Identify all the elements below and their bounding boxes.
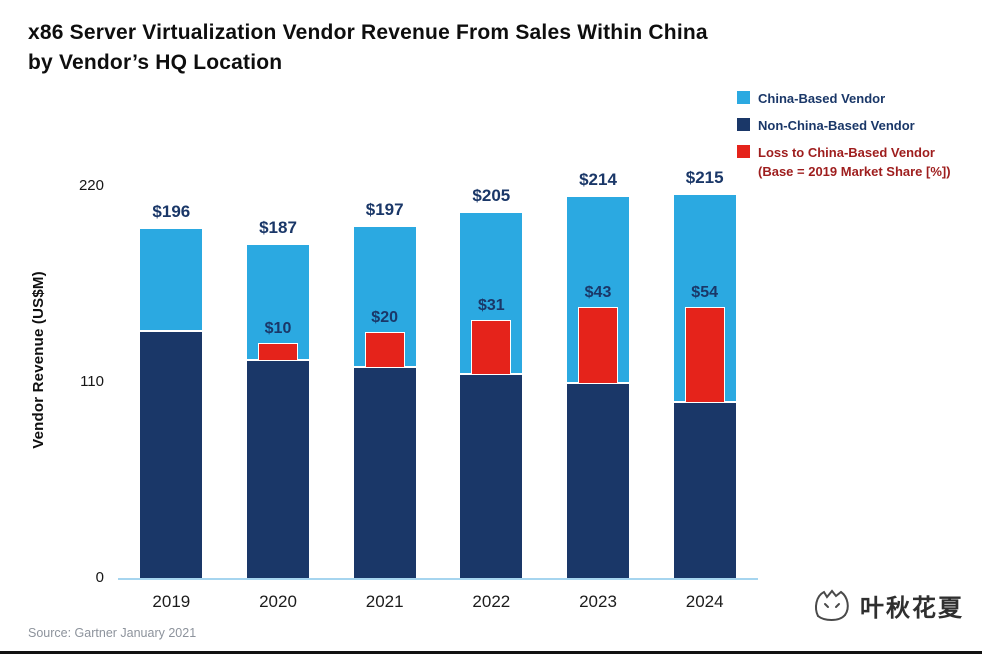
x-axis-label-2022: 2022 (472, 592, 511, 611)
x-axis: 2019 2020 2021 2022 2023 2024 (118, 592, 758, 616)
bar-segment-loss-2020 (258, 342, 298, 361)
chart-title-line1: x86 Server Virtualization Vendor Revenue… (28, 21, 708, 44)
total-value-label-2019: $196 (152, 201, 191, 221)
x-axis-label-2019: 2019 (152, 592, 191, 611)
legend-swatch-2 (737, 144, 750, 158)
legend: China-Based Vendor Non-China-Based Vendor… (737, 90, 951, 189)
legend-item-0: China-Based Vendor (737, 90, 951, 109)
total-value-label-2020: $187 (259, 217, 297, 237)
y-axis-tick-110: 110 (80, 373, 104, 390)
x-axis-label-2021: 2021 (365, 592, 404, 611)
y-axis-tick-220: 220 (78, 177, 104, 194)
total-value-label-2023: $214 (579, 169, 617, 189)
loss-value-label-2023: $43 (584, 284, 612, 302)
legend-label-0: China-Based Vendor (758, 90, 885, 109)
bar-segment-non-china-2024 (673, 403, 736, 578)
chart-title-line2: by Vendor’s HQ Location (28, 50, 283, 74)
bar-segment-china-2019 (140, 228, 203, 333)
legend-label-line1-0: China-Based Vendor (758, 91, 886, 106)
legend-label-line2-2: (Base = 2019 Market Share [%]) (758, 163, 951, 179)
legend-swatch-1 (737, 117, 750, 131)
loss-value-label-2020: $10 (264, 319, 292, 337)
legend-label-1: Non-China-Based Vendor (758, 117, 915, 136)
y-axis-tick-0: 0 (95, 569, 104, 586)
bar-segment-loss-2023 (578, 307, 618, 384)
x-axis-label-2023: 2023 (579, 592, 617, 611)
watermark-text: 叶秋花夏 (860, 594, 964, 622)
watermark-icon (815, 589, 849, 621)
bar-segment-non-china-2021 (353, 367, 416, 578)
bar-segment-non-china-2019 (140, 332, 203, 578)
bar-segment-loss-2021 (364, 332, 405, 368)
bar-segment-non-china-2023 (567, 383, 629, 578)
bar-segment-non-china-2020 (247, 360, 309, 578)
loss-value-label-2022: $31 (477, 296, 505, 314)
legend-label-2: Loss to China-Based Vendor (Base = 2019 M… (758, 144, 951, 182)
source-note: Source: Gartner January 2021 (28, 626, 197, 640)
total-value-label-2024: $215 (685, 167, 724, 187)
legend-item-2: Loss to China-Based Vendor (Base = 2019 M… (737, 144, 951, 182)
total-value-label-2022: $205 (472, 185, 511, 205)
bar-segment-loss-2022 (471, 319, 512, 375)
legend-label-line1-1: Non-China-Based Vendor (758, 117, 915, 133)
y-axis-ticks: 220 110 0 (56, 177, 104, 586)
legend-label-line1-2: Loss to China-Based Vendor (758, 144, 935, 160)
x-axis-label-2020: 2020 (259, 592, 297, 611)
loss-value-label-2024: $54 (691, 284, 718, 302)
bar-segment-loss-2024 (684, 307, 725, 404)
legend-item-1: Non-China-Based Vendor (737, 117, 951, 136)
y-axis-title: Vendor Revenue (US$M) (30, 271, 47, 449)
x-axis-label-2024: 2024 (685, 592, 724, 611)
bar-segment-non-china-2022 (460, 374, 523, 578)
plot-area: $196 $10 $187 $20 $197 $31 $205 $43 $214 $54 $215 (118, 168, 758, 580)
total-value-label-2021: $197 (365, 199, 404, 219)
legend-swatch-0 (737, 91, 750, 104)
watermark: 叶秋花夏 (810, 584, 964, 626)
chart-title: x86 Server Virtualization Vendor Revenue… (28, 18, 708, 78)
loss-value-label-2021: $20 (371, 309, 398, 327)
